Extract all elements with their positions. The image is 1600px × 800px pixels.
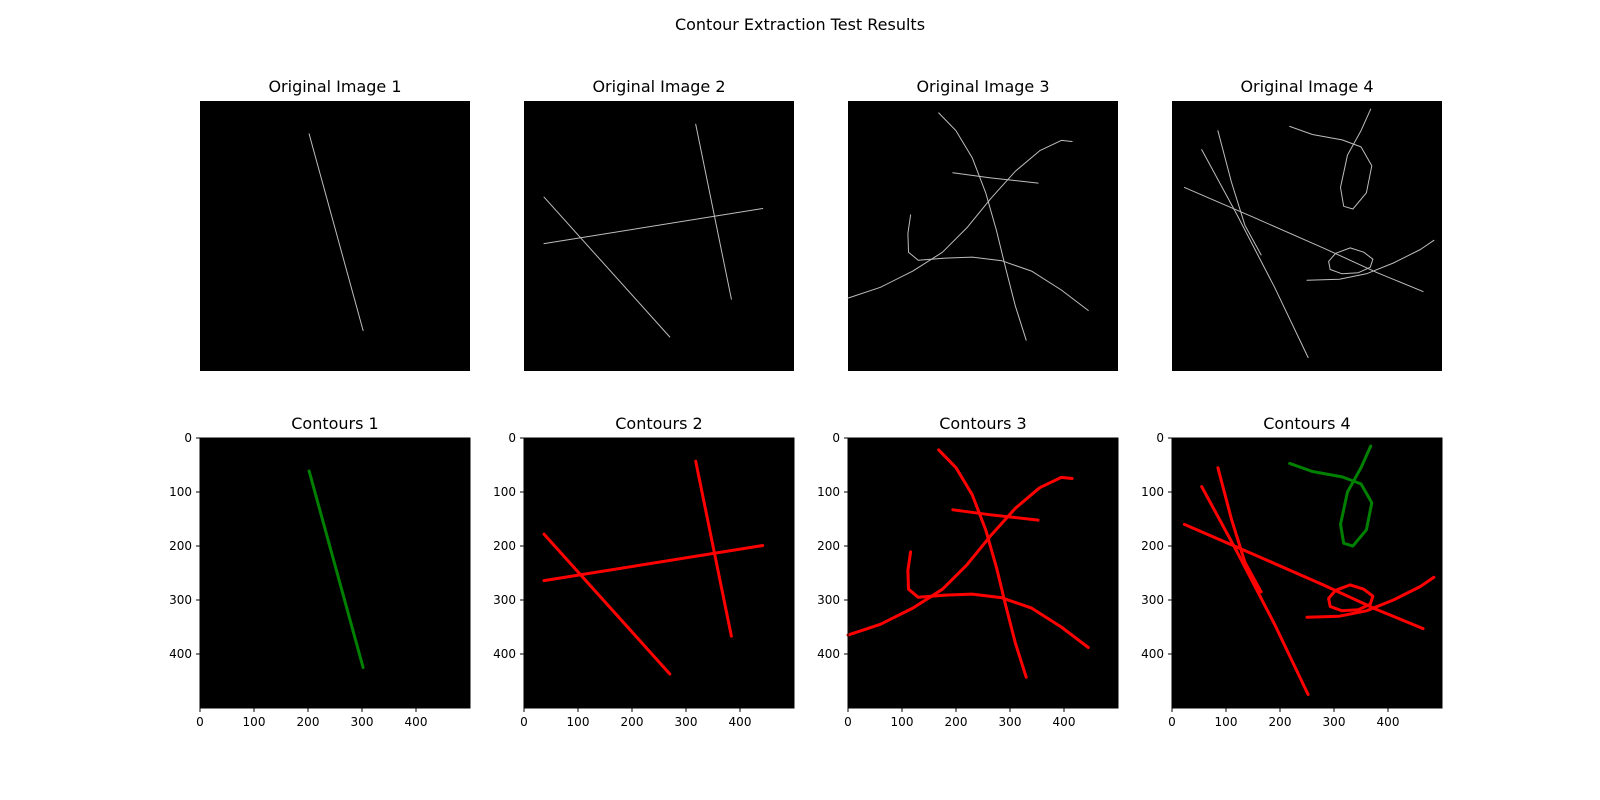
original-stroke-6 bbox=[1328, 247, 1374, 275]
original-stroke-3 bbox=[1183, 186, 1424, 293]
panel-2: Original Image 2 bbox=[524, 77, 794, 371]
y-tick-label: 300 bbox=[1141, 593, 1164, 607]
y-tick-label: 400 bbox=[817, 647, 840, 661]
image-area bbox=[1172, 101, 1442, 371]
original-stroke-2 bbox=[543, 196, 671, 338]
image-area bbox=[1172, 438, 1442, 708]
original-stroke-2 bbox=[847, 139, 1073, 299]
panel-1: Original Image 1 bbox=[200, 77, 470, 371]
original-stroke-1 bbox=[1217, 130, 1262, 256]
contour-4 bbox=[1288, 444, 1374, 548]
y-tick-label: 0 bbox=[508, 431, 516, 445]
image-area bbox=[200, 438, 470, 708]
panel-title: Contours 3 bbox=[939, 414, 1026, 433]
contour-3 bbox=[1182, 522, 1425, 631]
x-tick-label: 100 bbox=[1215, 715, 1238, 729]
x-tick-label: 200 bbox=[297, 715, 320, 729]
original-stroke-1 bbox=[308, 133, 364, 331]
panel-3: Original Image 3 bbox=[847, 77, 1118, 371]
contour-4 bbox=[906, 550, 1090, 649]
x-tick-label: 400 bbox=[1377, 715, 1400, 729]
panel-title: Original Image 2 bbox=[592, 77, 725, 96]
x-tick-label: 200 bbox=[945, 715, 968, 729]
x-tick-label: 0 bbox=[196, 715, 204, 729]
x-tick-label: 0 bbox=[520, 715, 528, 729]
image-area bbox=[200, 101, 470, 371]
panel-title: Contours 4 bbox=[1263, 414, 1350, 433]
x-tick-label: 100 bbox=[567, 715, 590, 729]
axes-frame bbox=[523, 437, 795, 709]
y-tick-label: 200 bbox=[493, 539, 516, 553]
panel-title: Original Image 3 bbox=[916, 77, 1049, 96]
x-tick-label: 0 bbox=[1168, 715, 1176, 729]
y-tick-label: 400 bbox=[1141, 647, 1164, 661]
contour-1 bbox=[307, 469, 365, 669]
contour-6 bbox=[1327, 583, 1375, 613]
original-stroke-3 bbox=[543, 208, 764, 245]
y-tick-label: 0 bbox=[832, 431, 840, 445]
y-tick-label: 100 bbox=[1141, 485, 1164, 499]
image-area bbox=[848, 101, 1118, 371]
panel-5: Contours 1 0 100 200 300 400 0 100 200 300 400 bbox=[169, 414, 471, 729]
panel-6: Contours 2 0 100 200 300 400 0 100 200 300 400 bbox=[493, 414, 795, 729]
panel-title: Contours 1 bbox=[291, 414, 378, 433]
image-area bbox=[524, 438, 794, 708]
contour-1 bbox=[694, 459, 733, 638]
figure-title: Contour Extraction Test Results bbox=[675, 15, 925, 34]
y-tick-label: 400 bbox=[493, 647, 516, 661]
panel-4: Original Image 4 bbox=[1172, 77, 1442, 371]
x-tick-label: 300 bbox=[675, 715, 698, 729]
original-stroke-4 bbox=[1289, 108, 1373, 210]
y-tick-label: 200 bbox=[817, 539, 840, 553]
panel-8: Contours 4 0 100 200 300 400 0 100 200 300 400 bbox=[1141, 414, 1443, 729]
x-tick-label: 300 bbox=[1323, 715, 1346, 729]
y-tick-label: 100 bbox=[493, 485, 516, 499]
panel-title: Original Image 1 bbox=[268, 77, 401, 96]
contour-5 bbox=[1305, 575, 1436, 619]
y-tick-label: 100 bbox=[817, 485, 840, 499]
y-tick-label: 300 bbox=[817, 593, 840, 607]
y-tick-label: 400 bbox=[169, 647, 192, 661]
original-stroke-3 bbox=[952, 172, 1039, 184]
y-tick-label: 100 bbox=[169, 485, 192, 499]
contour-2 bbox=[542, 532, 672, 676]
axes-frame bbox=[1171, 437, 1443, 709]
panel-7: Contours 3 0 100 200 300 400 0 100 200 300 400 bbox=[817, 414, 1119, 729]
contour-3 bbox=[951, 508, 1040, 522]
original-stroke-4 bbox=[907, 214, 1089, 311]
panels-group: Original Image 1 Original Image 2 Original… bbox=[169, 77, 1443, 729]
x-tick-label: 300 bbox=[351, 715, 374, 729]
y-tick-label: 300 bbox=[493, 593, 516, 607]
original-stroke-1 bbox=[938, 112, 1027, 341]
x-tick-label: 200 bbox=[621, 715, 644, 729]
image-area bbox=[848, 438, 1118, 708]
y-tick-label: 200 bbox=[1141, 539, 1164, 553]
x-tick-label: 100 bbox=[243, 715, 266, 729]
contour-1 bbox=[937, 448, 1028, 679]
original-stroke-2 bbox=[1201, 149, 1309, 358]
panel-title: Contours 2 bbox=[615, 414, 702, 433]
x-tick-label: 300 bbox=[999, 715, 1022, 729]
x-tick-label: 400 bbox=[1053, 715, 1076, 729]
x-tick-label: 400 bbox=[405, 715, 428, 729]
panel-title: Original Image 4 bbox=[1240, 77, 1373, 96]
original-stroke-1 bbox=[695, 123, 732, 300]
original-stroke-5 bbox=[1306, 239, 1435, 281]
x-tick-label: 0 bbox=[844, 715, 852, 729]
contour-2 bbox=[846, 475, 1074, 637]
y-tick-label: 300 bbox=[169, 593, 192, 607]
axes-frame bbox=[199, 437, 471, 709]
x-tick-label: 400 bbox=[729, 715, 752, 729]
y-tick-label: 200 bbox=[169, 539, 192, 553]
y-tick-label: 0 bbox=[184, 431, 192, 445]
contour-1 bbox=[1216, 466, 1263, 594]
contour-3 bbox=[542, 544, 765, 583]
contour-2 bbox=[1200, 485, 1310, 696]
image-area bbox=[524, 101, 794, 371]
x-tick-label: 200 bbox=[1269, 715, 1292, 729]
x-tick-label: 100 bbox=[891, 715, 914, 729]
axes-frame bbox=[847, 437, 1119, 709]
y-tick-label: 0 bbox=[1156, 431, 1164, 445]
